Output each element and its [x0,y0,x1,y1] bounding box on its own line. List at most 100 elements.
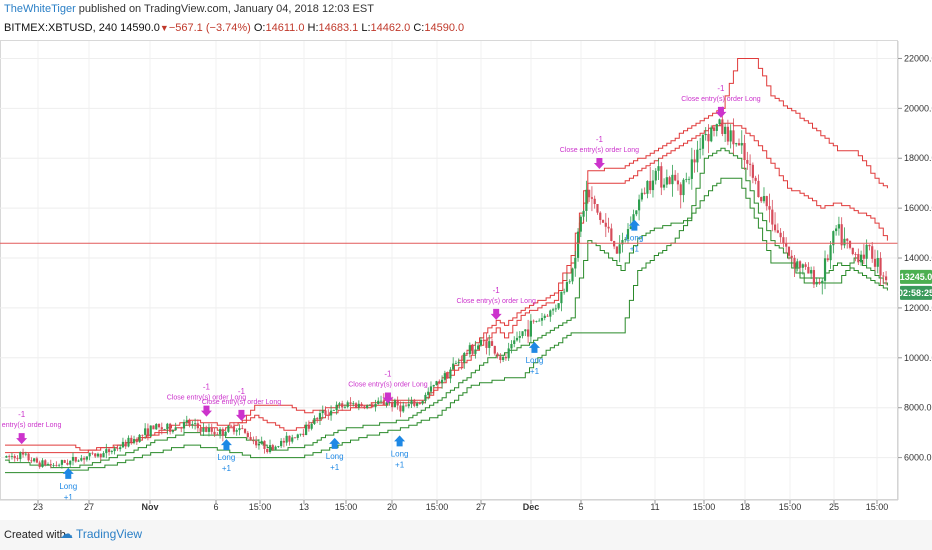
candle-body [749,163,752,165]
candle-body [671,174,674,185]
arrow-up-icon [394,435,406,447]
x-tick-label: 20 [387,502,397,512]
candle-body [871,246,874,259]
candle-body [857,254,860,263]
candle-body [843,238,846,246]
candle-body [130,437,133,443]
candle-body [321,410,324,414]
candle-body [507,348,510,359]
candle-body [77,460,80,462]
close-signal-text: Close entry(s) order Long [560,147,639,154]
candle-body [876,257,879,267]
candle-body [318,413,322,420]
plot-area[interactable] [0,40,898,500]
candle-body [765,196,768,207]
candle-body [865,244,868,259]
close-signal-qty: -1 [238,387,246,396]
x-tick-label: 25 [829,502,839,512]
candle-body [651,180,655,191]
candle-body [599,212,602,220]
candle-body [440,379,444,384]
y-tick-label: 10000.0 [904,353,932,363]
long-signal: Long +1 [526,341,543,376]
candle-body [49,464,52,466]
close-signal: -1 Close entry(s) order Long [560,135,639,169]
candle-body [618,244,621,254]
candle-body [180,427,183,429]
tradingview-logo[interactable]: ☁ TradingView [60,526,142,542]
candle-body [413,400,416,406]
candle-body [291,437,294,442]
candle-body [144,428,147,435]
candle-body [38,462,41,468]
x-axis[interactable]: 23 27 Nov 6 15:00 13 15:00 20 15:00 27 Dec 5 11 15:00… [0,499,898,512]
candle-body [280,440,283,447]
candle-body [699,148,702,150]
arrow-down-icon [235,409,247,421]
candle-body [80,458,83,461]
candle-body [701,135,705,149]
long-signal-qty: +1 [630,245,640,254]
candle-body [216,434,219,436]
candle-body [127,437,130,447]
y-axis[interactable]: 6000.0 8000.0 10000.0 12000.0 14000.0 16000.0… [897,41,932,500]
candle-body [205,427,208,432]
author-link[interactable]: TheWhiteTiger [4,3,76,15]
candle-body [527,329,530,337]
symbol-label[interactable]: BITMEX:XBTUSD, 240 [4,22,118,34]
candle-body [676,180,680,185]
x-tick-label: Nov [141,502,158,512]
candle-body [693,159,696,163]
candle-body [221,429,224,436]
candle-body [696,149,699,163]
candle-body [798,261,802,268]
x-tick-label: 15:00 [426,502,449,512]
candle-body [776,230,779,233]
candle-body [63,460,66,463]
candle-body [787,246,791,256]
candle-body [382,400,385,406]
tradingview-cloud-icon: ☁ [60,526,73,541]
candle-body [446,373,449,379]
close-signal-text: Close entry(s) order Long [202,399,281,406]
candle-body [163,429,166,430]
candles [5,106,888,469]
candle-body [779,232,782,238]
candle-body [521,331,524,337]
x-tick-label: 5 [578,502,583,512]
candle-body [66,462,69,465]
candle-body [13,455,16,459]
candle-body [610,228,613,241]
candle-body [860,254,863,263]
long-signal: Long +1 [326,437,344,472]
candle-body [557,303,560,309]
low-label: L: [361,22,371,34]
candle-body [341,403,344,408]
candle-body [110,451,113,453]
candle-body [807,266,810,274]
candle-body [832,231,835,246]
candle-body [169,423,172,432]
price-chart[interactable]: -1 Close entry(s) order Long Long+1 -1 Close… [0,0,932,520]
candle-body [826,258,829,261]
candle-body [5,455,8,458]
candle-body [277,446,280,447]
close-signal-qty: -1 [717,84,725,93]
candle-body [207,427,211,432]
candle-body [754,177,757,181]
x-tick-label: 18 [740,502,750,512]
candle-body [132,439,136,443]
candle-body [812,270,816,285]
candle-body [585,189,588,211]
candle-body [438,381,441,384]
candle-body [454,363,458,364]
close-signal-text: Close entry(s) order Long [456,298,535,305]
candle-body [416,403,419,406]
candle-body [357,403,360,408]
close-signal: -1 Close entry(s) order Long [202,387,281,421]
candle-body [263,440,266,449]
long-signal: Long +1 [59,467,77,502]
candle-body [760,197,763,202]
x-tick-label: 23 [33,502,43,512]
candle-body [396,400,399,406]
